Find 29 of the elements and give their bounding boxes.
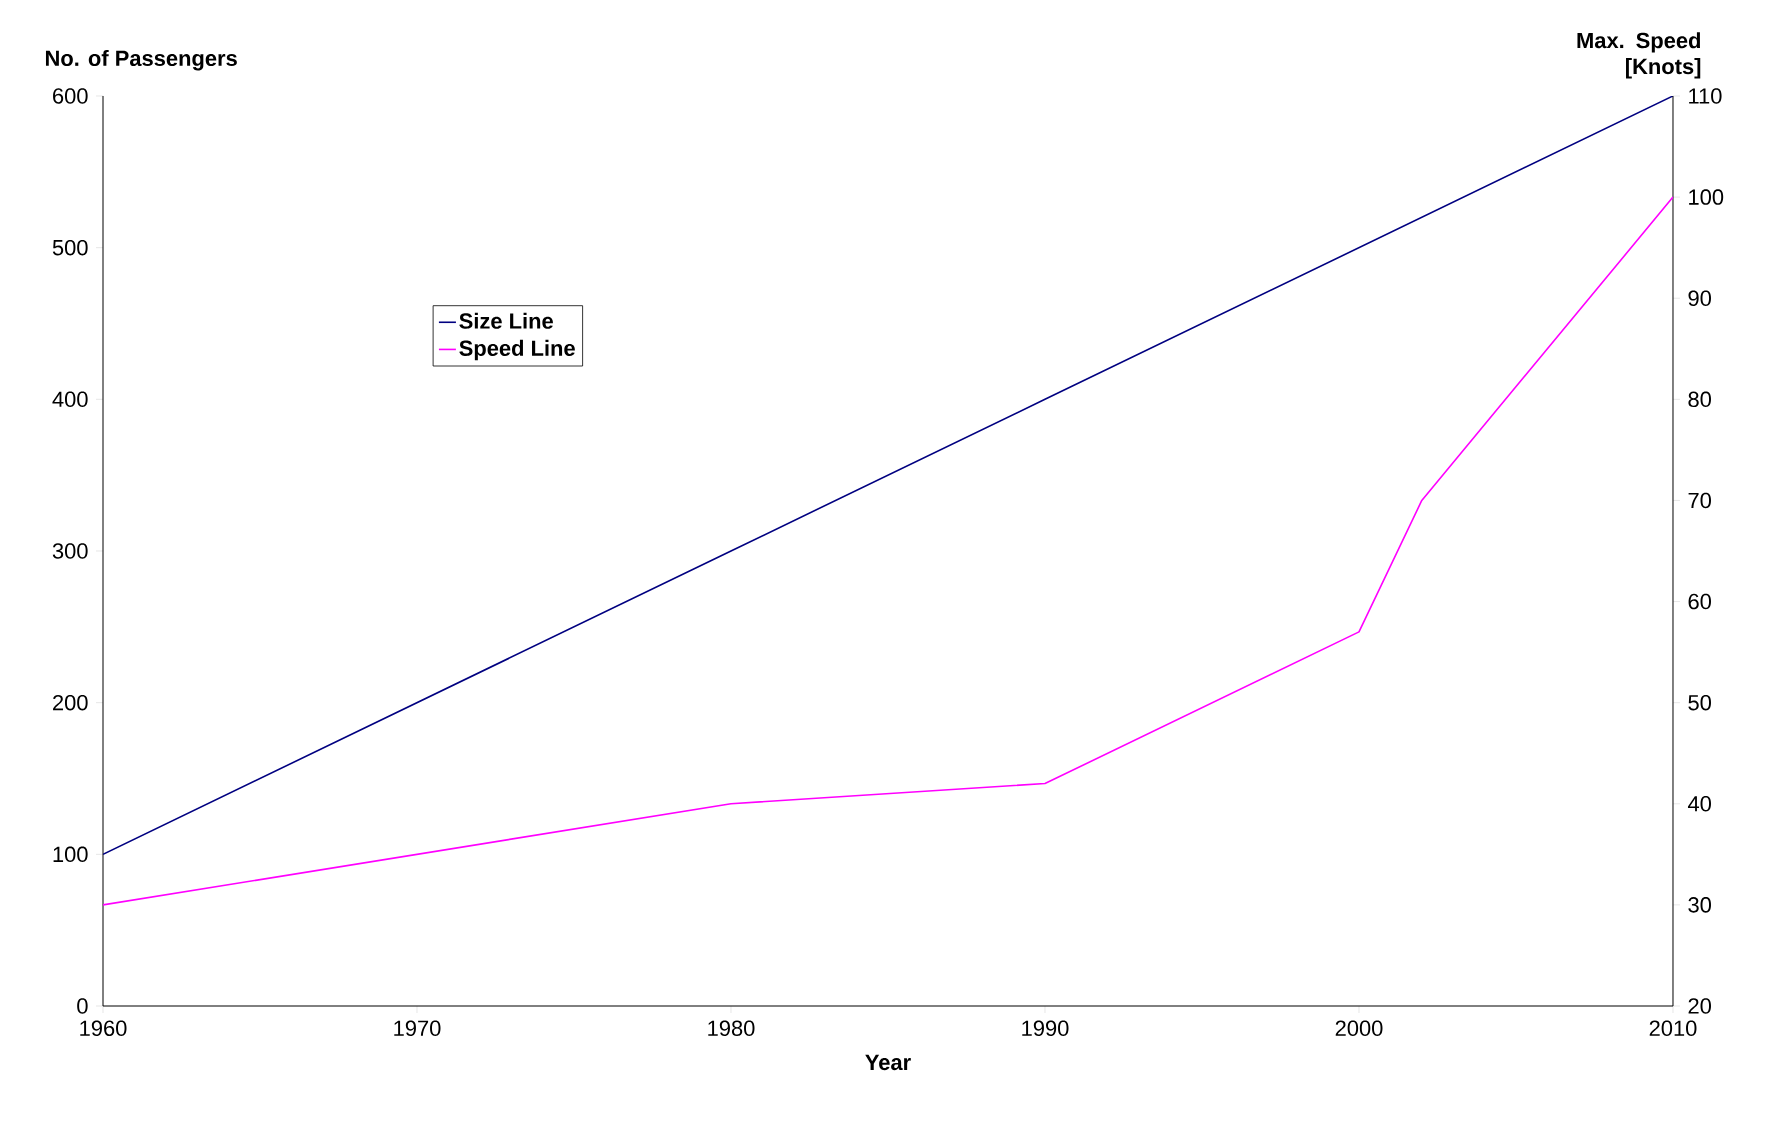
- y-tick-label: 200: [53, 694, 88, 711]
- x-tick-label: 1990: [1022, 1020, 1069, 1037]
- y-tick-label: 100: [53, 846, 88, 863]
- y2-tick-label: 20: [1688, 998, 1711, 1014]
- x-tick-label: 2010: [1649, 1020, 1697, 1037]
- y2-tick-label: 80: [1688, 391, 1711, 408]
- y2-tick-label: 30: [1688, 897, 1711, 913]
- y2-tick-label: 100: [1689, 189, 1724, 205]
- x-tick-label: 1960: [80, 1020, 127, 1037]
- x-axis-title: Year: [865, 1054, 911, 1071]
- x-tick-label: 1970: [394, 1020, 441, 1037]
- y-tick-label: 500: [52, 239, 88, 256]
- y2-tick-label: 90: [1688, 290, 1711, 306]
- x-tick-label: 2000: [1335, 1020, 1383, 1037]
- y-axis-title: No. of Passengers: [45, 49, 237, 71]
- x-tick-label: 1980: [708, 1020, 755, 1037]
- y-tick-label: 400: [52, 391, 88, 408]
- y-tick-label: 300: [52, 543, 88, 559]
- y-tick-label: 0: [77, 998, 88, 1014]
- legend-label: Speed Line: [459, 339, 575, 361]
- y2-tick-label: 110: [1689, 88, 1722, 104]
- legend-label: Size Line: [459, 312, 553, 329]
- y2-axis-title: Max. Speed [Knots]: [1577, 32, 1701, 79]
- y2-tick-label: 50: [1688, 694, 1711, 711]
- y2-tick-label: 60: [1688, 593, 1711, 610]
- line-series: [103, 196, 1673, 906]
- y-tick-label: 600: [53, 88, 88, 104]
- y2-tick-label: 70: [1688, 492, 1711, 509]
- y2-tick-label: 40: [1687, 796, 1711, 812]
